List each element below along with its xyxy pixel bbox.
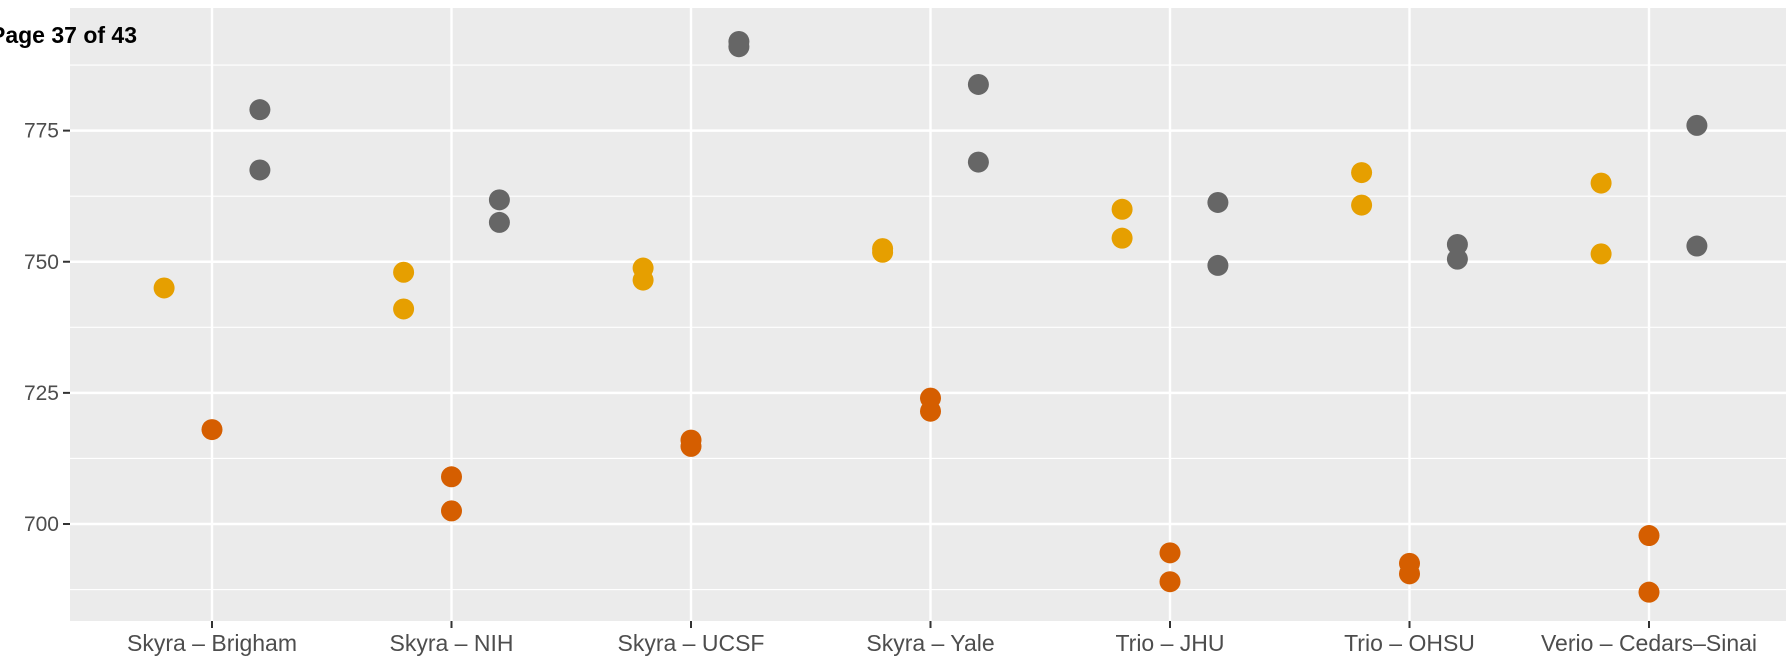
data-point — [393, 261, 415, 283]
data-point — [680, 435, 702, 457]
page-title: Page 37 of 43 — [0, 22, 138, 48]
x-tick-label: Skyra – NIH — [390, 630, 514, 656]
data-point — [632, 269, 654, 291]
data-point — [967, 151, 989, 173]
x-tick-label: Verio – Cedars–Sinai — [1541, 630, 1757, 656]
data-point — [1159, 542, 1181, 564]
data-point — [1351, 162, 1373, 184]
data-point — [488, 211, 510, 233]
data-point — [441, 466, 462, 488]
x-tick-label: Trio – JHU — [1115, 630, 1224, 656]
data-point — [1446, 248, 1468, 270]
data-point — [1111, 198, 1133, 220]
data-point — [872, 241, 894, 263]
data-point — [1159, 571, 1181, 593]
data-point — [488, 189, 510, 211]
x-tick-label: Skyra – Brigham — [127, 630, 297, 656]
data-point — [1638, 581, 1660, 603]
data-point — [1399, 563, 1420, 585]
data-point — [920, 400, 941, 422]
data-point — [1446, 233, 1468, 255]
data-point — [1351, 194, 1373, 216]
data-point — [967, 73, 989, 95]
y-tick-label: 775 — [24, 120, 59, 143]
data-point — [728, 36, 750, 58]
data-point — [153, 277, 175, 299]
y-tick-label: 700 — [24, 513, 59, 536]
data-point — [1638, 525, 1660, 547]
data-point — [1207, 254, 1229, 276]
data-point — [1207, 191, 1229, 213]
x-tick-label: Trio – OHSU — [1344, 630, 1475, 656]
data-point — [201, 419, 223, 441]
data-point — [1686, 235, 1708, 257]
data-point — [1590, 243, 1612, 265]
data-point — [1686, 114, 1708, 136]
x-tick-label: Skyra – UCSF — [618, 630, 765, 656]
plot-panel — [70, 8, 1786, 621]
y-tick-label: 750 — [24, 251, 59, 274]
data-point — [1590, 172, 1612, 194]
y-tick-label: 725 — [24, 382, 59, 405]
data-point — [249, 159, 271, 181]
data-point — [393, 298, 415, 320]
x-tick-label: Skyra – Yale — [866, 630, 994, 656]
data-point — [441, 500, 462, 522]
data-point — [249, 99, 271, 121]
data-point — [1111, 227, 1133, 249]
